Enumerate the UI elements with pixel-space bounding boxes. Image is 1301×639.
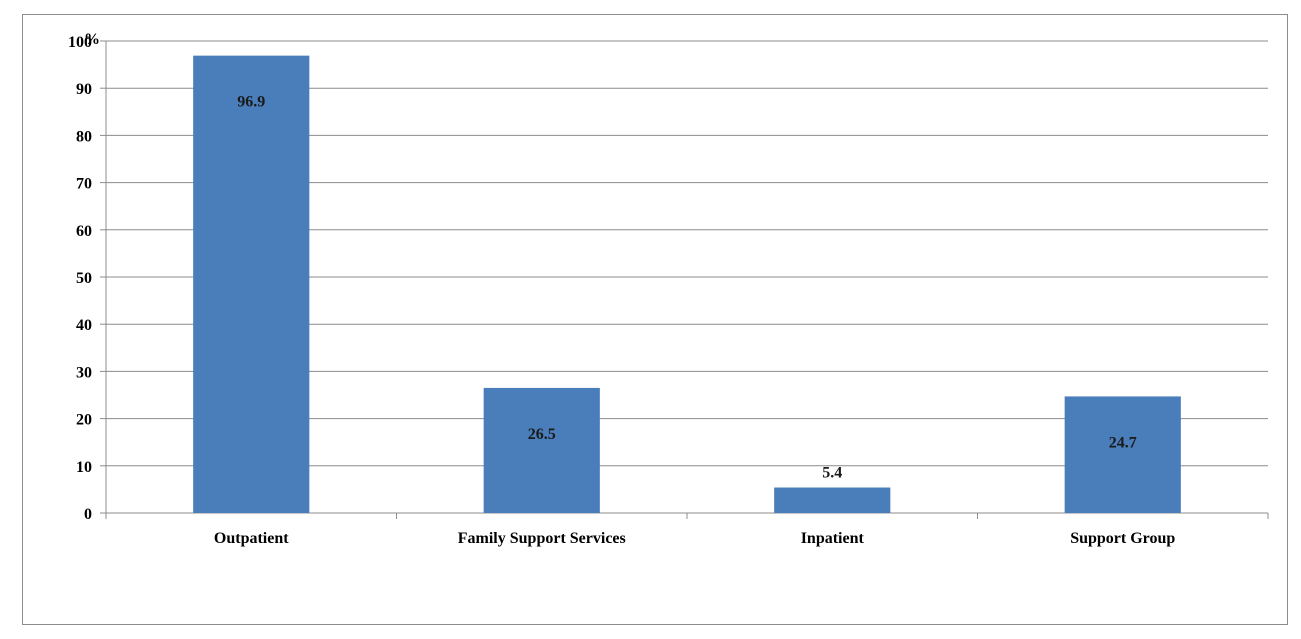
y-tick-label: 90 bbox=[76, 81, 92, 98]
x-category-label: Inpatient bbox=[801, 530, 865, 547]
x-category-label: Support Group bbox=[1070, 530, 1175, 547]
y-tick-label: 0 bbox=[84, 506, 92, 523]
bar-inpatient bbox=[774, 487, 891, 513]
y-tick-label: 10 bbox=[76, 459, 92, 476]
y-axis-unit: % bbox=[84, 31, 100, 48]
y-tick-label: 30 bbox=[76, 364, 92, 381]
data-label: 24.7 bbox=[1109, 434, 1137, 451]
y-tick-label: 60 bbox=[76, 223, 92, 240]
x-category-label: Family Support Services bbox=[458, 530, 626, 547]
y-tick-label: 40 bbox=[76, 317, 92, 334]
bar-support-group bbox=[1064, 396, 1181, 513]
labels: 0 10 20 30 40 50 60 70 80 90 100 96.9 Outpatient 26.5… bbox=[68, 34, 1175, 547]
y-tick-label: 100 bbox=[68, 34, 92, 51]
y-tick-label: 50 bbox=[76, 270, 92, 287]
y-tick-label: 80 bbox=[76, 128, 92, 145]
data-label: 96.9 bbox=[237, 94, 265, 111]
y-tick-label: 20 bbox=[76, 412, 92, 429]
y-tick-label: 70 bbox=[76, 176, 92, 193]
data-label: 26.5 bbox=[528, 426, 556, 443]
bar-outpatient bbox=[193, 55, 310, 514]
x-category-label: Outpatient bbox=[214, 530, 289, 547]
data-label: 5.4 bbox=[822, 465, 842, 482]
bar-family-support-services bbox=[483, 387, 600, 513]
bars bbox=[193, 55, 1181, 514]
